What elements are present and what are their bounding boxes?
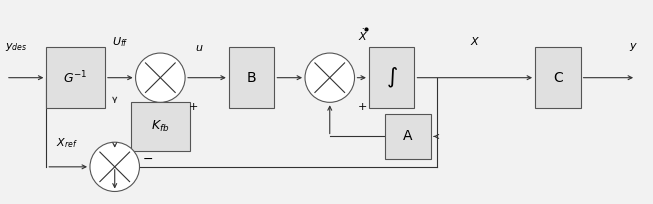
Bar	[229, 47, 274, 108]
Text: B: B	[247, 71, 257, 85]
Text: $G^{-1}$: $G^{-1}$	[63, 69, 88, 86]
Bar	[535, 47, 581, 108]
Text: C: C	[553, 71, 563, 85]
Text: $X_{ref}$: $X_{ref}$	[56, 136, 78, 150]
Bar	[131, 102, 189, 151]
Text: $\int$: $\int$	[386, 66, 398, 90]
Ellipse shape	[136, 53, 185, 102]
Text: +: +	[188, 102, 198, 112]
Ellipse shape	[90, 142, 140, 192]
Text: −: −	[143, 153, 153, 166]
Ellipse shape	[305, 53, 355, 102]
Text: $U_{ff}$: $U_{ff}$	[112, 35, 129, 49]
Text: $X$: $X$	[470, 35, 480, 47]
Text: y: y	[629, 41, 636, 51]
Text: $K_{fb}$: $K_{fb}$	[151, 119, 170, 134]
Text: +: +	[358, 102, 367, 112]
Bar	[369, 47, 415, 108]
Bar	[46, 47, 105, 108]
Text: $\dot{X}$: $\dot{X}$	[358, 28, 368, 43]
Bar	[385, 114, 431, 159]
Text: $y_{des}$: $y_{des}$	[5, 41, 27, 53]
Text: A: A	[403, 130, 413, 143]
Text: u: u	[195, 43, 202, 53]
